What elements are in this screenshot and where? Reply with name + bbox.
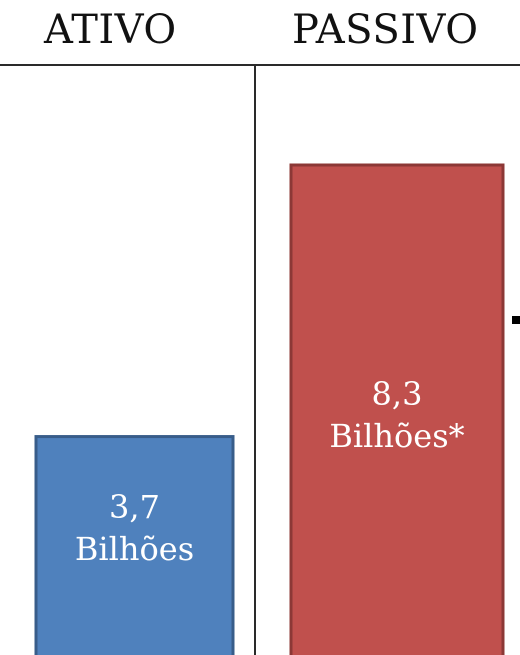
data-label-value-ativo: 3,7 [109,488,160,526]
data-label-unit-ativo: Bilhões [75,530,194,568]
data-label-value-passivo: 8,3 [372,375,423,413]
data-label-unit-passivo: Bilhões* [329,417,464,455]
